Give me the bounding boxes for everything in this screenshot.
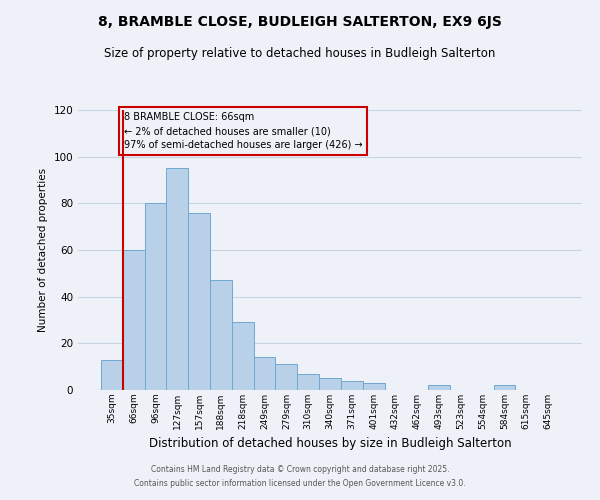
- Bar: [166, 168, 188, 390]
- Bar: [363, 383, 385, 390]
- Bar: [319, 378, 341, 390]
- Text: Contains HM Land Registry data © Crown copyright and database right 2025.
Contai: Contains HM Land Registry data © Crown c…: [134, 466, 466, 487]
- Text: 8 BRAMBLE CLOSE: 66sqm
← 2% of detached houses are smaller (10)
97% of semi-deta: 8 BRAMBLE CLOSE: 66sqm ← 2% of detached …: [124, 112, 362, 150]
- Bar: [101, 360, 123, 390]
- Bar: [428, 386, 450, 390]
- Bar: [123, 250, 145, 390]
- Text: Size of property relative to detached houses in Budleigh Salterton: Size of property relative to detached ho…: [104, 48, 496, 60]
- Bar: [188, 212, 210, 390]
- Bar: [341, 380, 363, 390]
- X-axis label: Distribution of detached houses by size in Budleigh Salterton: Distribution of detached houses by size …: [149, 438, 511, 450]
- Bar: [494, 386, 515, 390]
- Bar: [210, 280, 232, 390]
- Bar: [275, 364, 297, 390]
- Bar: [145, 204, 166, 390]
- Bar: [297, 374, 319, 390]
- Bar: [232, 322, 254, 390]
- Bar: [254, 358, 275, 390]
- Y-axis label: Number of detached properties: Number of detached properties: [38, 168, 48, 332]
- Text: 8, BRAMBLE CLOSE, BUDLEIGH SALTERTON, EX9 6JS: 8, BRAMBLE CLOSE, BUDLEIGH SALTERTON, EX…: [98, 15, 502, 29]
